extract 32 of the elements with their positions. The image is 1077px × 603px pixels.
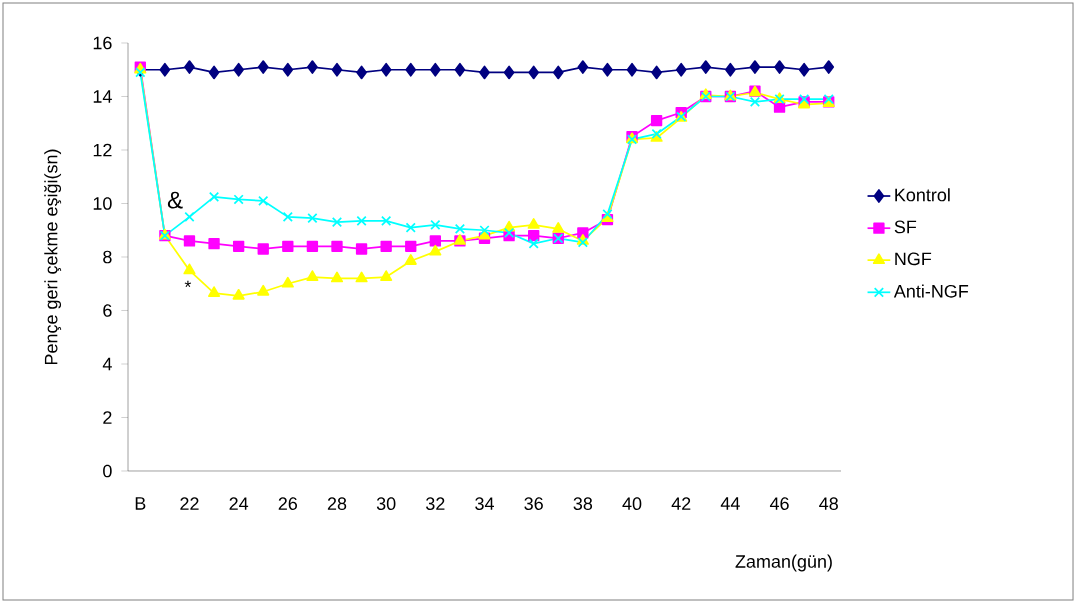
y-tick-label: 10 — [93, 197, 112, 210]
x-axis-title: Zaman(gün) — [735, 554, 832, 572]
legend-label: NGF — [895, 252, 932, 266]
legend-label: SF — [894, 220, 917, 234]
y-tick-label: 16 — [93, 36, 112, 50]
y-tick-label: 8 — [103, 250, 112, 264]
x-tick-label: 42 — [671, 497, 691, 510]
y-axis-title: Pençe geri çekme eşiği(sn) — [44, 149, 62, 365]
legend-label: Anti-NGF — [893, 284, 969, 298]
y-tick-label: 4 — [102, 357, 112, 371]
x-tick-label: 44 — [720, 497, 740, 510]
y-tick-label: 12 — [93, 143, 112, 157]
y-tick-label: 0 — [103, 464, 112, 478]
x-tick-label: B — [135, 497, 146, 510]
x-tick-label: 30 — [376, 497, 396, 510]
y-tick-label: 6 — [103, 304, 112, 317]
x-tick-label: 40 — [622, 497, 642, 510]
x-tick-label: 24 — [229, 497, 249, 510]
y-tick-label: 2 — [103, 411, 112, 424]
x-tick-label: 32 — [426, 497, 445, 510]
x-tick-label: 38 — [573, 497, 593, 510]
annotation: & — [167, 191, 183, 209]
x-tick-label: 22 — [180, 497, 199, 510]
x-tick-label: 28 — [327, 497, 347, 510]
x-tick-label: 46 — [769, 497, 789, 510]
x-tick-label: 26 — [278, 497, 298, 510]
y-tick-label: 14 — [93, 90, 112, 103]
legend-label: Kontrol — [895, 188, 950, 202]
x-tick-label: 34 — [475, 497, 494, 510]
annotation: * — [184, 280, 192, 288]
x-tick-label: 36 — [524, 497, 543, 510]
x-tick-label: 48 — [819, 497, 838, 510]
